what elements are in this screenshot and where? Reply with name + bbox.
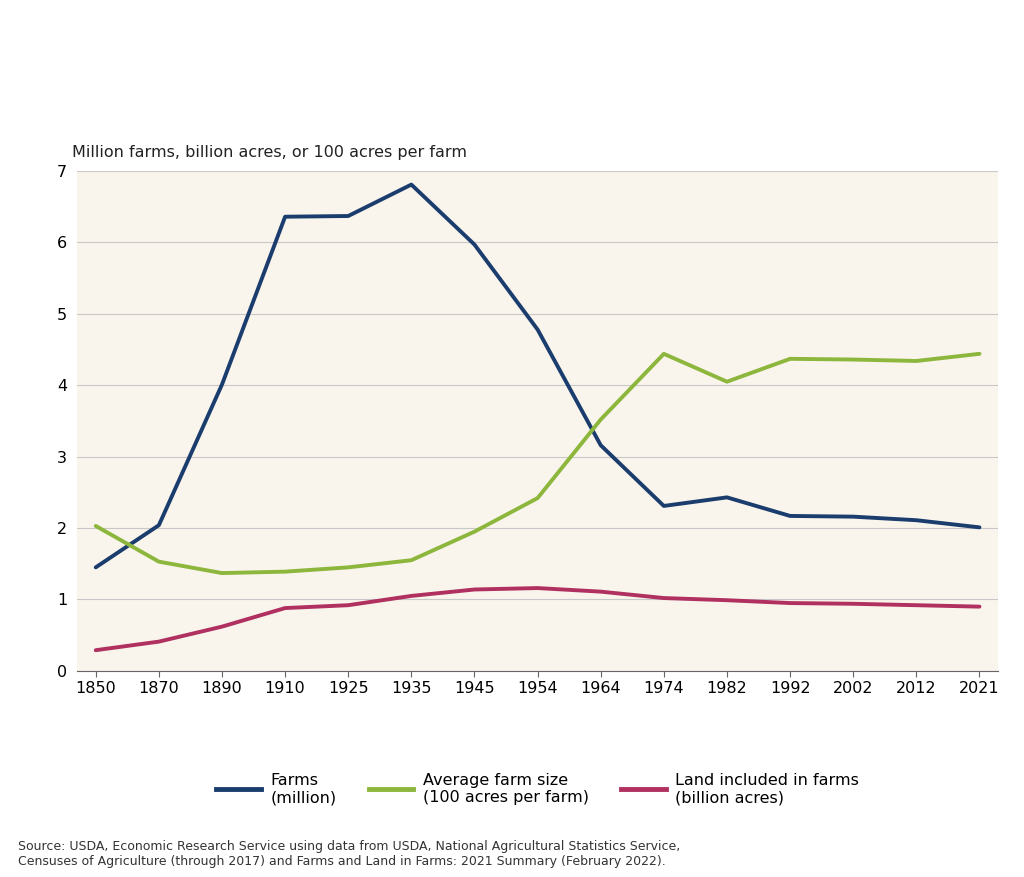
Text: Source: USDA, Economic Research Service using data from USDA, National Agricultu: Source: USDA, Economic Research Service …	[18, 840, 681, 868]
Text: Million farms, billion acres, or 100 acres per farm: Million farms, billion acres, or 100 acr…	[72, 146, 467, 160]
Bar	[77, 171, 998, 671]
Text: U.S. DEPARTMENT OF AGRICULTURE: U.S. DEPARTMENT OF AGRICULTURE	[819, 75, 1006, 85]
Text: Economic Research Service: Economic Research Service	[819, 31, 1024, 46]
Text: USDA: USDA	[753, 28, 848, 57]
Text: acres per farm, 1850–2021: acres per farm, 1850–2021	[18, 86, 383, 110]
Legend: Farms
(million), Average farm size
(100 acres per farm), Land included in farms
: Farms (million), Average farm size (100 …	[210, 766, 865, 811]
Text: Farms, land included in farms, and average: Farms, land included in farms, and avera…	[18, 28, 611, 52]
